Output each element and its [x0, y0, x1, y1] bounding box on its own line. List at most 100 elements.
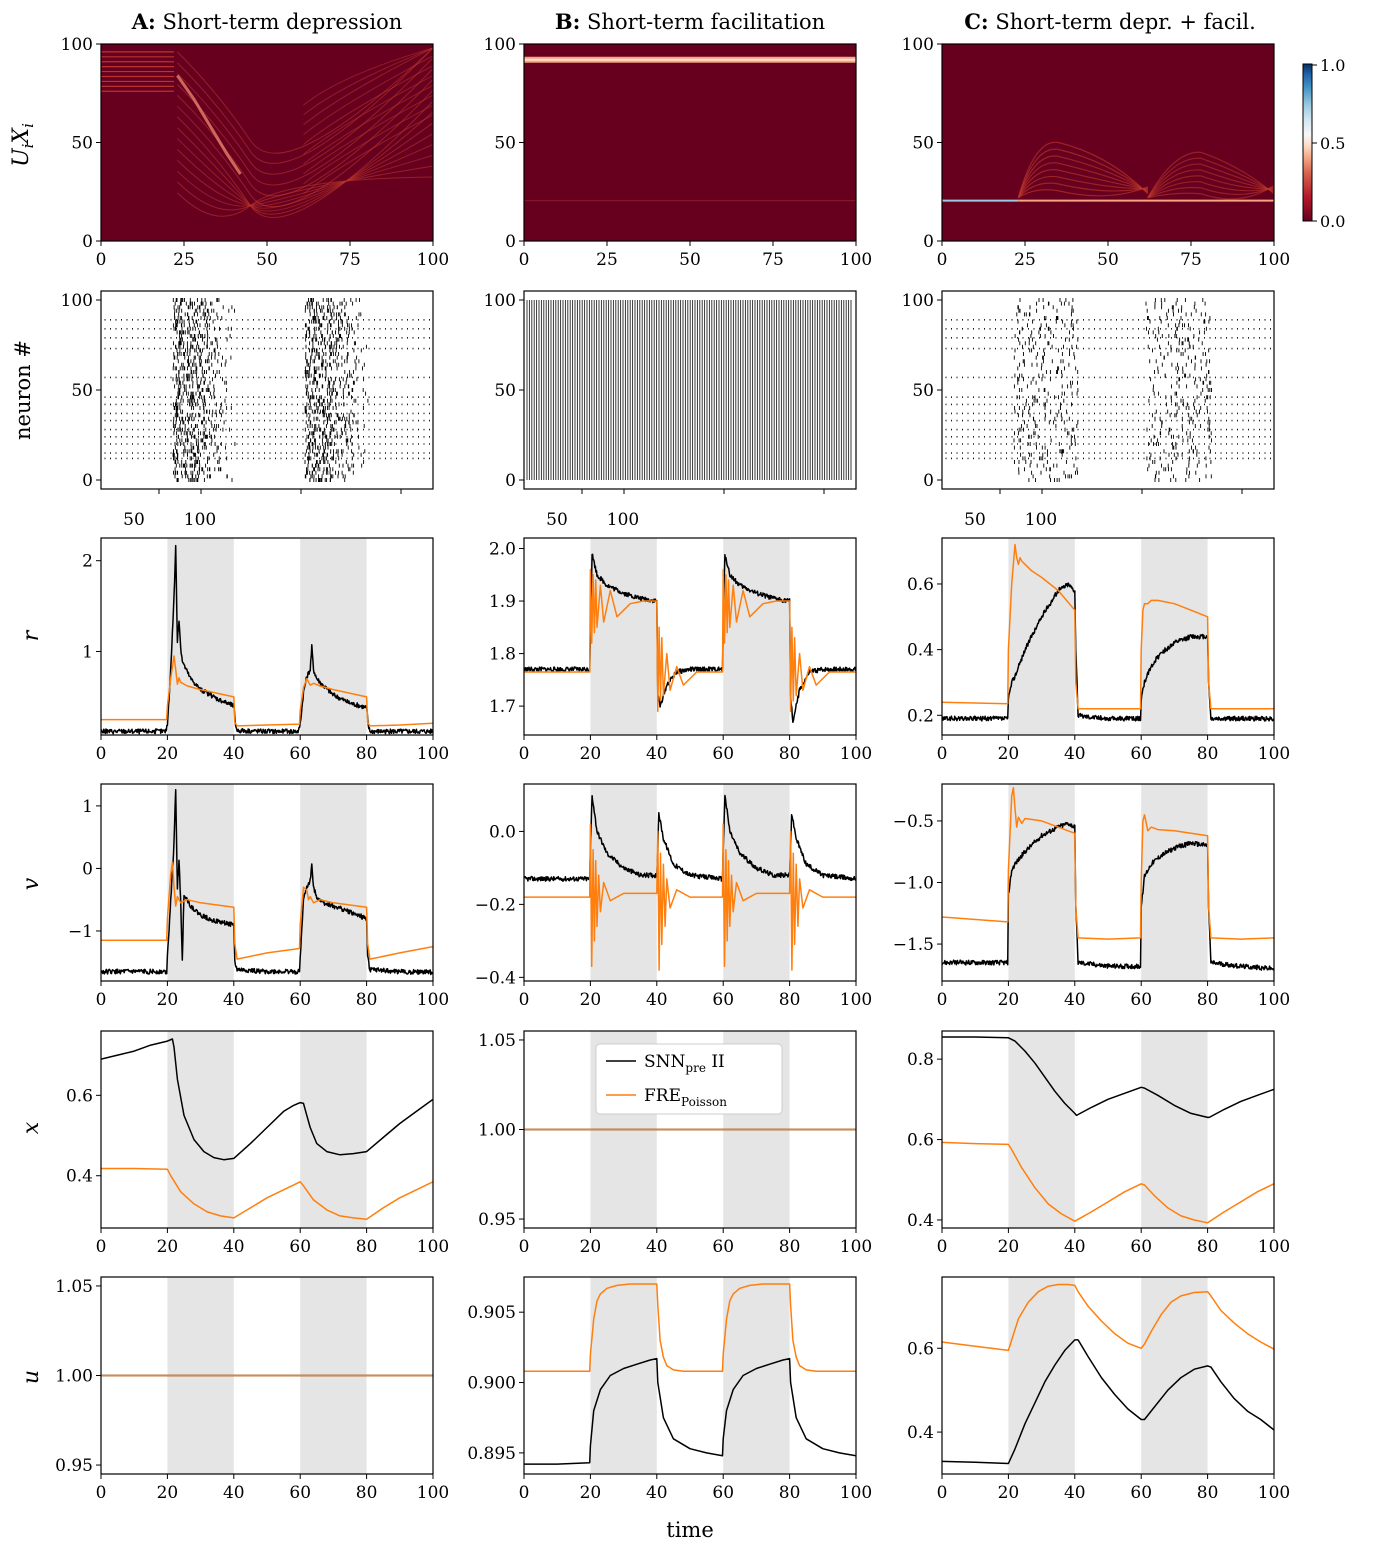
x-tick-label: 100: [840, 1483, 872, 1503]
x-tick-label: 25: [173, 250, 195, 270]
stimulus-shade: [167, 1031, 234, 1228]
y-tick-label: 0.95: [55, 1456, 93, 1476]
x-tick-label: 60: [289, 1237, 311, 1257]
panel-A-raster: 0 50 100 50 100: [61, 290, 434, 530]
x-tick-label: 50: [123, 510, 145, 530]
y-tick-label: 50: [71, 381, 93, 401]
heatmap-streak: [177, 176, 434, 217]
y-tick-label: 0.6: [66, 1086, 93, 1106]
heatmap-streak: [303, 75, 434, 155]
heatmap-streak: [303, 104, 434, 185]
y-tick-label: 100: [902, 291, 934, 311]
heatmap-streak: [1147, 181, 1275, 199]
x-tick-label: 0: [96, 250, 107, 270]
series-line-snn: [942, 582, 1274, 722]
heatmap-streak: [1017, 169, 1148, 198]
x-tick-label: 50: [546, 510, 568, 530]
x-tick-label: 20: [580, 990, 602, 1010]
heatmap-image: [524, 44, 856, 241]
y-tick-label: 1: [82, 642, 93, 662]
x-tick-label: 100: [417, 1483, 449, 1503]
y-tick-label: 100: [902, 35, 934, 55]
x-tick-label: 80: [779, 990, 801, 1010]
heatmap-streak: [1147, 175, 1275, 199]
x-tick-label: 40: [1064, 990, 1086, 1010]
series-line-fre: [101, 655, 433, 727]
stimulus-shade: [167, 784, 234, 981]
heatmap-streak: [176, 74, 242, 175]
y-tick-label: 0.2: [907, 706, 934, 726]
x-tick-label: 60: [712, 1483, 734, 1503]
heatmap-streak: [1147, 157, 1275, 198]
x-tick-label: 40: [646, 1237, 668, 1257]
series-line-snn: [101, 788, 433, 976]
x-tick-label: 60: [289, 990, 311, 1010]
xlabel-time: time: [666, 1518, 714, 1542]
x-tick-label: 20: [580, 744, 602, 764]
heatmap-streak: [1147, 151, 1275, 198]
colorbar-tick-label: 0.5: [1320, 134, 1345, 153]
panel-C-x: 0.4 0.6 0.8 0 20 40 60 80 100: [907, 1030, 1290, 1257]
x-tick-label: 20: [157, 744, 179, 764]
x-tick-label: 100: [1258, 990, 1290, 1010]
panel-B-v: −0.4 −0.2 0.0 0 20 40 60 80 100: [475, 783, 872, 1010]
axes-frame: [941, 783, 1275, 982]
axes-frame: [100, 290, 434, 490]
heatmap-streak: [177, 68, 434, 186]
x-tick-label: 40: [646, 1483, 668, 1503]
ylabel-v: v: [19, 877, 44, 890]
y-tick-label: −0.4: [475, 968, 516, 988]
x-tick-label: 100: [417, 250, 449, 270]
panel-A-u: 0.95 1.00 1.05 0 20 40 60 80 100: [55, 1276, 449, 1503]
heatmap-streak: [177, 79, 434, 197]
heatmap-streak: [1017, 175, 1148, 198]
x-tick-label: 0: [519, 744, 530, 764]
axes-frame: [523, 537, 857, 736]
series-line-fre: [101, 1167, 433, 1220]
x-tick-label: 50: [964, 510, 986, 530]
heatmap-streak: [303, 55, 434, 136]
y-tick-label: 50: [912, 134, 934, 154]
ylabel-r: r: [19, 629, 44, 641]
x-tick-label: 60: [1130, 1483, 1152, 1503]
heatmap-streak: [1147, 169, 1275, 199]
x-tick-label: 20: [157, 1483, 179, 1503]
stimulus-shade: [590, 538, 657, 735]
heatmap-streak: [303, 65, 434, 145]
x-tick-label: 20: [157, 990, 179, 1010]
x-tick-label: 40: [223, 1483, 245, 1503]
x-tick-label: 20: [998, 744, 1020, 764]
series-line-fre: [942, 1283, 1274, 1352]
heatmap-background: [942, 44, 1274, 241]
series-line-fre: [524, 823, 856, 971]
stimulus-shade: [1141, 1277, 1208, 1474]
heatmap-streak: [1018, 186, 1149, 199]
stimulus-shade: [723, 784, 790, 981]
x-tick-label: 100: [607, 510, 639, 530]
x-tick-label: 100: [840, 250, 872, 270]
x-tick-label: 100: [417, 990, 449, 1010]
x-tick-label: 0: [937, 1237, 948, 1257]
y-tick-label: 50: [494, 381, 516, 401]
x-tick-label: 0: [937, 744, 948, 764]
y-tick-label: 0: [505, 232, 516, 252]
x-tick-label: 20: [998, 990, 1020, 1010]
y-tick-label: 0.6: [907, 575, 934, 595]
heatmap-streak: [177, 154, 434, 207]
x-tick-label: 40: [1064, 1483, 1086, 1503]
x-tick-label: 20: [157, 1237, 179, 1257]
y-tick-label: 50: [71, 134, 93, 154]
column-title-b: B: Short-term facilitation: [555, 9, 825, 34]
y-tick-label: 1.05: [55, 1277, 93, 1297]
legend-label-snn: SNNpre II: [644, 1052, 725, 1075]
heatmap-streak: [177, 133, 434, 209]
y-tick-label: 1.05: [478, 1031, 516, 1051]
series-line-snn: [101, 544, 433, 735]
x-tick-label: 0: [937, 1483, 948, 1503]
panel-C-r: 0.2 0.4 0.6 0 20 40 60 80 100: [907, 537, 1290, 764]
y-tick-label: 0.4: [907, 641, 934, 661]
panel-C-u: 0.4 0.6 0 20 40 60 80 100: [907, 1276, 1290, 1503]
x-tick-label: 40: [223, 990, 245, 1010]
axes-frame: [941, 537, 1275, 736]
y-tick-label: 0: [82, 232, 93, 252]
